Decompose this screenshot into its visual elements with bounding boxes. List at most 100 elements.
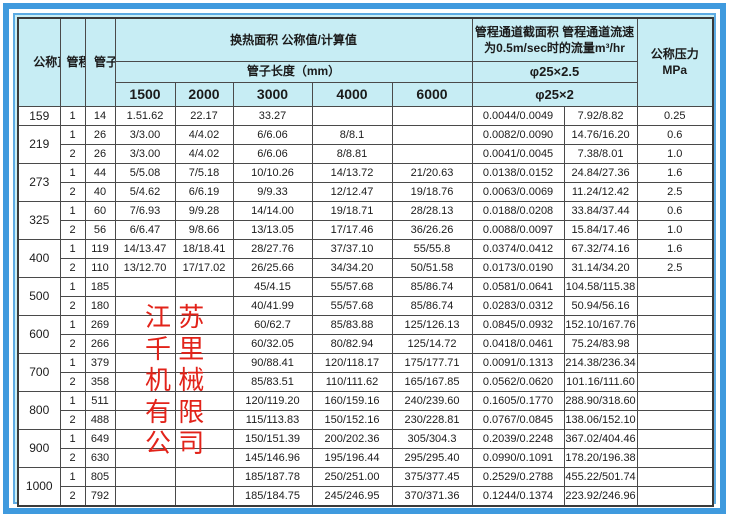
header-phi25x2-5: φ25×2.5 <box>471 60 638 83</box>
table-row: 2 792 185/184.75 245/246.95 370/371.36 0.1244… <box>18 485 714 506</box>
cell-4000: 80/82.94 <box>311 333 393 354</box>
cell-flow-rate: 50.94/56.16 <box>563 295 638 316</box>
cell-1500 <box>114 333 176 354</box>
table-row: 273 1 44 5/5.08 7/5.18 10/10.26 14/13.72 21/20.… <box>17 162 714 202</box>
cell-tubes: 488 <box>84 409 116 430</box>
table-row: 1000 1 805 185/187.78 250/251.00 375/377.45 0.… <box>17 466 714 506</box>
cell-flow-rate: 214.38/236.34 <box>563 352 638 373</box>
header-length-6000: 6000 <box>391 81 473 107</box>
cell-tubes: 44 <box>84 162 116 183</box>
cell-4000: 55/57.68 <box>311 295 393 316</box>
cell-tubes: 266 <box>84 333 116 354</box>
cell-pressure: 1.0 <box>636 143 714 164</box>
cell-diameter: 400 <box>17 238 61 278</box>
cell-4000: 8/8.1 <box>311 124 393 145</box>
cell-6000: 240/239.60 <box>391 390 473 411</box>
cell-2000: 17/17.02 <box>174 257 234 278</box>
cell-pass: 2 <box>59 219 86 240</box>
cell-tubes: 56 <box>84 219 116 240</box>
cell-4000: 85/83.88 <box>311 314 393 335</box>
header-pressure-unit: MPa <box>662 63 688 78</box>
cell-4000: 55/57.68 <box>311 276 393 297</box>
cell-pass: 1 <box>59 162 86 183</box>
cell-tubes: 40 <box>84 181 116 202</box>
cell-3000: 6/6.06 <box>232 124 313 145</box>
header-tube-passes: 管程数 <box>59 17 86 107</box>
header-tube-passes-label: 管程数 <box>66 55 85 70</box>
cell-cross-section: 0.0283/0.0312 <box>471 295 565 316</box>
cell-2000: 22.17 <box>174 105 234 126</box>
cell-2000 <box>174 333 234 354</box>
cell-pressure: 1.6 <box>636 162 714 183</box>
cell-tubes: 119 <box>84 238 116 259</box>
cell-6000: 21/20.63 <box>391 162 473 183</box>
cell-tubes: 14 <box>84 105 116 126</box>
cell-1500 <box>114 352 176 373</box>
table-row: 2 40 5/4.62 6/6.19 9/9.33 12/12.47 19/18.76 0.0… <box>18 181 714 202</box>
header-nominal-pressure: 公称压力 MPa <box>636 17 714 107</box>
cell-diameter: 219 <box>17 124 61 164</box>
cell-flow-rate: 11.24/12.42 <box>563 181 638 202</box>
cell-6000: 175/177.71 <box>391 352 473 373</box>
cell-pressure <box>636 352 714 373</box>
cell-pass: 1 <box>59 428 86 449</box>
cell-4000: 8/8.81 <box>311 143 393 164</box>
cell-cross-section: 0.0188/0.0208 <box>471 200 565 221</box>
cell-1500: 5/4.62 <box>114 181 176 202</box>
cell-tubes: 630 <box>84 447 116 468</box>
cell-pass: 1 <box>59 314 86 335</box>
cell-2000: 9/9.28 <box>174 200 234 221</box>
cell-pressure: 2.5 <box>636 181 714 202</box>
cell-2000 <box>174 295 234 316</box>
cell-3000: 10/10.26 <box>232 162 313 183</box>
cell-cross-section: 0.0063/0.0069 <box>471 181 565 202</box>
heat-exchanger-spec-table: 公称直径 管程数 管子数量 换热面积 公称值/计算值 管程通道截面积 管程通道流… <box>17 17 715 507</box>
cell-pressure: 1.0 <box>636 219 714 240</box>
cell-6000: 85/86.74 <box>391 295 473 316</box>
cell-3000: 120/119.20 <box>232 390 313 411</box>
cell-3000: 90/88.41 <box>232 352 313 373</box>
cell-1500 <box>114 314 176 335</box>
cell-2000 <box>174 466 234 487</box>
cell-cross-section: 0.0091/0.1313 <box>471 352 565 373</box>
cell-diameter: 700 <box>17 352 61 392</box>
cell-6000: 50/51.58 <box>391 257 473 278</box>
header-tube-quantity-label: 管子数量 <box>94 55 114 70</box>
table-row: 2 56 6/6.47 9/8.66 13/13.05 17/17.46 36/26.26 0… <box>18 219 714 240</box>
table-row: 2 110 13/12.70 17/17.02 26/25.66 34/34.20 50/5… <box>18 257 714 278</box>
cell-1500 <box>114 485 176 506</box>
cell-cross-section: 0.0082/0.0090 <box>471 124 565 145</box>
cell-4000: 160/159.16 <box>311 390 393 411</box>
cell-pass: 2 <box>59 333 86 354</box>
cell-cross-section: 0.1605/0.1770 <box>471 390 565 411</box>
cell-1500: 7/6.93 <box>114 200 176 221</box>
cell-3000: 185/184.75 <box>232 485 313 506</box>
cell-4000: 34/34.20 <box>311 257 393 278</box>
cell-pressure: 2.5 <box>636 257 714 278</box>
cell-2000: 7/5.18 <box>174 162 234 183</box>
cell-1500 <box>114 371 176 392</box>
cell-1500: 3/3.00 <box>114 143 176 164</box>
table-row: 700 1 379 90/88.41 120/118.17 175/177.71 0.009… <box>17 352 714 392</box>
cell-2000: 9/8.66 <box>174 219 234 240</box>
table-row: 400 1 119 14/13.47 18/18.41 28/27.76 37/37.10 5… <box>17 238 714 278</box>
cell-2000 <box>174 276 234 297</box>
table-row: 2 358 85/83.51 110/111.62 165/167.85 0.0562/0… <box>18 371 714 392</box>
header-nominal-diameter: 公称直径 <box>17 17 61 107</box>
table-row: 800 1 511 120/119.20 160/159.16 240/239.60 0.1… <box>17 390 714 430</box>
cell-1500: 14/13.47 <box>114 238 176 259</box>
cell-4000: 200/202.36 <box>311 428 393 449</box>
header-length-1500: 1500 <box>114 81 176 107</box>
table-row: 159 1 14 1.51.62 22.17 33.27 0.0044/0.0049 7.92… <box>17 105 714 126</box>
cell-cross-section: 0.0418/0.0461 <box>471 333 565 354</box>
cell-pressure <box>636 466 714 487</box>
cell-3000: 115/113.83 <box>232 409 313 430</box>
cell-tubes: 379 <box>84 352 116 373</box>
cell-pressure <box>636 333 714 354</box>
header-tube-length: 管子长度（mm） <box>114 60 473 83</box>
table-row: 2 266 60/32.05 80/82.94 125/14.72 0.0418/0.04… <box>18 333 714 354</box>
cell-6000: 230/228.81 <box>391 409 473 430</box>
cell-4000: 110/111.62 <box>311 371 393 392</box>
cell-tubes: 110 <box>84 257 116 278</box>
table-row: 2 180 40/41.99 55/57.68 85/86.74 0.0283/0.031… <box>18 295 714 316</box>
